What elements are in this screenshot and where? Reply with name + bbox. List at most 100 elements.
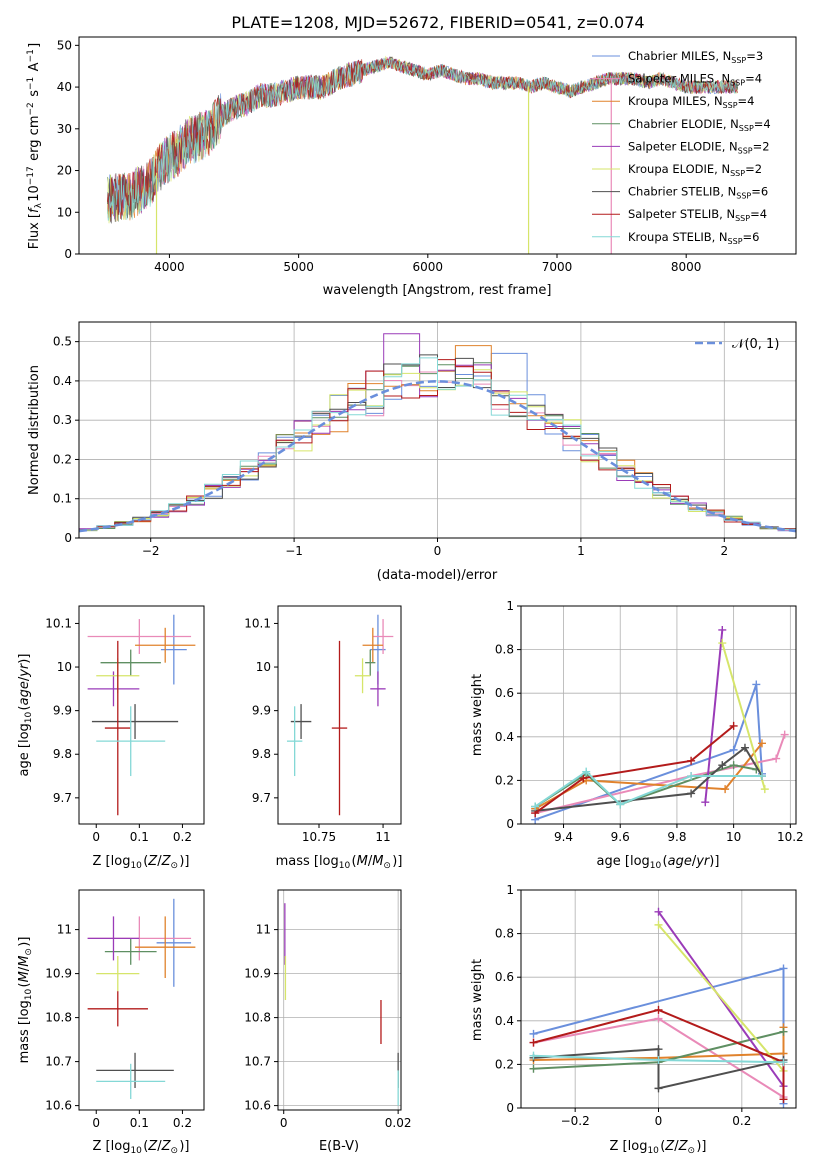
- x-tick-label: −0.2: [561, 1114, 590, 1128]
- label-part: /: [17, 966, 32, 971]
- mass-vs-ebv-panel: 0 0.02 10.6 10.7 10.8 10.9 11 E(B-V): [244, 889, 412, 1154]
- weight-marker: [529, 1038, 538, 1047]
- legend-label: Kroupa ELODIE, NSSP=2: [628, 162, 762, 178]
- weight-marker: [654, 1084, 663, 1093]
- y-axis-label: mass [log10 (M/M⊙ )]: [17, 937, 34, 1064]
- legend-label: Chabrier STELIB, NSSP=6: [628, 185, 768, 201]
- x-tick-label: 0.2: [732, 1114, 751, 1128]
- legend-subscript: SSP: [731, 56, 746, 65]
- label-part: M: [372, 854, 383, 869]
- label-part: ⊙: [170, 1146, 178, 1156]
- label-part: M: [17, 956, 32, 967]
- legend-value: =6: [751, 185, 768, 199]
- weight-marker: [654, 1005, 663, 1014]
- label-part: yr: [17, 662, 32, 678]
- label-part: )]: [709, 854, 719, 869]
- label-part: Z: [664, 1139, 675, 1154]
- label-part: Z [log: [93, 1139, 131, 1154]
- weight-line: [533, 1048, 784, 1090]
- y-tick-label: 40: [57, 80, 72, 94]
- legend-value: =4: [745, 72, 762, 86]
- weight-marker: [780, 730, 789, 739]
- x-tick-label: 0: [655, 1114, 663, 1128]
- weight-marker: [654, 1014, 663, 1023]
- label-part: Z: [147, 854, 158, 869]
- y-tick-label: 9.7: [252, 791, 271, 805]
- legend-label: Chabrier ELODIE, NSSP=4: [628, 117, 771, 133]
- label-part: (: [17, 982, 32, 987]
- y-tick-label: 0: [506, 1101, 514, 1115]
- y-tick-label: 1: [506, 599, 514, 613]
- label-part: 10: [27, 185, 42, 202]
- axes-frame: [78, 36, 797, 255]
- axes: 4000 5000 6000 7000 8000 0 10 20 30 40 50: [57, 36, 797, 274]
- y-tick-label: 10.6: [45, 1099, 72, 1113]
- x-tick-label: 0: [92, 1116, 100, 1130]
- x-tick-label: 10.2: [777, 830, 804, 844]
- label-part: ⊙: [383, 861, 391, 871]
- plot-area: [87, 898, 196, 1099]
- axes: 9.4 9.6 9.8 10 10.2 0 0.2 0.4 0.6 0.8 1: [495, 599, 804, 844]
- weight-marker: [721, 785, 730, 794]
- weight-marker: [779, 964, 788, 973]
- label-part: ]: [27, 43, 42, 48]
- weight-marker: [772, 754, 781, 763]
- axes-frame: [277, 605, 402, 825]
- weight-marker: [687, 756, 696, 765]
- label-part: /: [368, 854, 373, 869]
- y-tick-label: 0.4: [495, 730, 514, 744]
- weight-marker: [779, 1058, 788, 1067]
- x-axis-label: Z [log10 (Z/Z⊙ )]: [93, 854, 190, 871]
- label-part: age [log: [597, 854, 650, 869]
- label-part: Z [log: [610, 1139, 648, 1154]
- label-part: Z: [161, 1139, 172, 1154]
- legend-label: 𝒩(0, 1): [732, 337, 779, 352]
- label-part: λ: [34, 202, 44, 208]
- x-tick-label: 0.2: [173, 1116, 192, 1130]
- weight-marker: [779, 1095, 788, 1104]
- y-tick-label: 10.1: [244, 616, 271, 630]
- y-tick-label: 9.7: [53, 791, 72, 805]
- y-tick-label: 0.2: [53, 452, 72, 466]
- label-part: f: [27, 206, 42, 213]
- legend: 𝒩(0, 1): [695, 337, 779, 352]
- label-part: age: [17, 681, 32, 705]
- label-part: )]: [17, 937, 32, 947]
- axes-frame: [520, 605, 797, 825]
- label-part: )]: [696, 1139, 706, 1154]
- legend-value: =2: [745, 162, 762, 176]
- label-part: mass [log: [276, 854, 339, 869]
- x-tick-label: 0.1: [130, 1116, 149, 1130]
- y-tick-label: 20: [57, 164, 72, 178]
- y-tick-label: 11: [57, 923, 72, 937]
- y-tick-label: 9.8: [53, 747, 72, 761]
- y-tick-label: 0.3: [53, 413, 72, 427]
- x-axis-label: (data-model)/error: [377, 568, 498, 583]
- y-tick-label: 10.9: [45, 967, 72, 981]
- y-tick-label: 10.1: [45, 616, 72, 630]
- label-part: −1: [26, 77, 36, 90]
- axes-frame: [78, 889, 205, 1111]
- label-part: mass [log: [17, 1000, 32, 1063]
- label-part: (: [663, 854, 668, 869]
- y-tick-label: 11: [256, 923, 271, 937]
- y-tick-label: 1: [506, 883, 514, 897]
- weight-vs-metallicity-panel: −0.2 0 0.200.20.40.60.81Z [log10 (Z/Z⊙ )]m…: [470, 883, 797, 1156]
- x-tick-label: 0.02: [385, 1116, 412, 1130]
- label-part: M: [17, 971, 32, 982]
- y-tick-label: 30: [57, 122, 72, 136]
- grid-lines: [278, 890, 401, 1110]
- legend-subscript: SSP: [735, 214, 750, 223]
- x-axis-label: age [log10 (age/yr)]: [597, 854, 720, 871]
- weight-marker: [760, 785, 769, 794]
- axes-frame: [78, 605, 205, 825]
- legend-value: =4: [750, 207, 767, 221]
- label-part: (: [143, 854, 148, 869]
- y-tick-label: 0.5: [53, 335, 72, 349]
- axes-frame: [277, 889, 402, 1111]
- x-tick-label: 0.1: [130, 830, 149, 844]
- y-tick-label: 10.7: [244, 1055, 271, 1069]
- y-axis-label: mass weight: [470, 959, 485, 1041]
- axes: 0 0.1 0.2 10.6 10.7 10.8 10.9 11: [45, 889, 205, 1130]
